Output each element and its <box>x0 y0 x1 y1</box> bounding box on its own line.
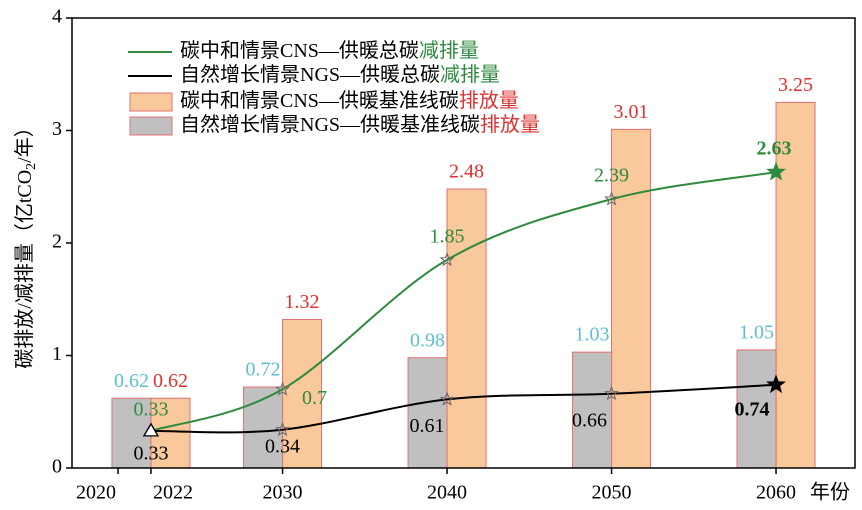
point-value-label: 1.85 <box>430 225 465 247</box>
bar-value-label: 0.98 <box>410 329 445 351</box>
point-value-label: 0.61 <box>410 415 445 437</box>
y-label-sub: 2 <box>24 163 39 170</box>
legend-swatch <box>129 116 173 136</box>
x-tick-label: 2060 <box>756 482 796 504</box>
point-value-label: 0.66 <box>572 409 607 431</box>
bar-value-label: 2.48 <box>449 161 484 183</box>
bar-value-label: 0.72 <box>246 359 281 381</box>
y-tick-label: 3 <box>52 118 62 140</box>
bar-value-label: 1.05 <box>739 321 774 343</box>
legend-label: 碳中和情景CNS—供暖基准线碳排放量 <box>180 89 519 112</box>
marker-star <box>275 381 291 396</box>
bar-value-label: 0.62 <box>153 370 188 392</box>
bar <box>150 397 191 469</box>
point-value-label: 2.63 <box>757 138 792 160</box>
y-tick-label: 2 <box>52 231 62 253</box>
bar <box>282 319 323 469</box>
marker-star <box>766 374 786 394</box>
marker-star <box>439 252 455 267</box>
legend-label-part: 排放量 <box>459 89 519 112</box>
x-tick-label: 2020 <box>76 482 116 504</box>
legend-label-part: 自然增长情景NGS—供暖总碳 <box>180 63 440 86</box>
bar <box>407 357 448 469</box>
point-value-label: 0.33 <box>133 398 168 420</box>
point-value-label: 0.74 <box>735 398 770 420</box>
x-tick-label: 2022 <box>153 482 193 504</box>
point-value-label: 0.7 <box>302 387 327 409</box>
bar <box>611 128 652 469</box>
legend-label: 自然增长情景NGS—供暖总碳减排量 <box>180 63 500 86</box>
legend-label: 碳中和情景CNS—供暖总碳减排量 <box>180 39 479 62</box>
point-value-label: 0.33 <box>133 442 168 464</box>
x-tick-label: 2050 <box>592 482 632 504</box>
point-value-label: 2.39 <box>594 165 629 187</box>
bar-value-label: 0.62 <box>114 370 149 392</box>
x-axis-label: 年份 <box>810 481 850 504</box>
bar-value-label: 1.03 <box>575 324 610 346</box>
legend-label-part: 排放量 <box>480 113 540 136</box>
legend-label-part: 减排量 <box>419 39 479 62</box>
marker-star <box>439 391 455 406</box>
legend-swatch <box>129 92 173 112</box>
y-tick-label: 0 <box>52 456 62 478</box>
legend-label: 自然增长情景NGS—供暖基准线碳排放量 <box>180 113 540 136</box>
marker-triangle <box>142 422 160 437</box>
marker-star <box>604 385 620 401</box>
bar <box>446 188 487 469</box>
marker-star <box>766 161 786 181</box>
point-value-label: 0.34 <box>265 435 300 457</box>
legend-label-part: 碳中和情景CNS—供暖总碳 <box>180 39 419 62</box>
bar-value-label: 1.32 <box>285 291 320 313</box>
bar-value-label: 3.25 <box>778 74 813 96</box>
marker-star <box>604 191 620 206</box>
y-tick-label: 4 <box>52 6 62 28</box>
y-tick-label: 1 <box>52 343 62 365</box>
line <box>150 171 777 432</box>
y-axis-label: 碳排放/减排量（亿tCO2/年） <box>13 117 40 368</box>
legend-label-part: 自然增长情景NGS—供暖基准线碳 <box>180 113 480 136</box>
x-tick-label: 2030 <box>263 482 303 504</box>
marker-star <box>275 421 291 437</box>
line <box>150 383 777 434</box>
bar-value-label: 3.01 <box>614 101 649 123</box>
legend-label-part: 减排量 <box>440 63 500 86</box>
bar <box>111 397 152 469</box>
legend-label-part: 碳中和情景CNS—供暖基准线碳 <box>180 89 459 112</box>
x-tick-label: 2040 <box>427 482 467 504</box>
bar <box>572 351 613 469</box>
y-label-part: /年） <box>13 117 36 163</box>
y-label-part: 碳排放/减排量（亿tCO <box>13 170 36 369</box>
